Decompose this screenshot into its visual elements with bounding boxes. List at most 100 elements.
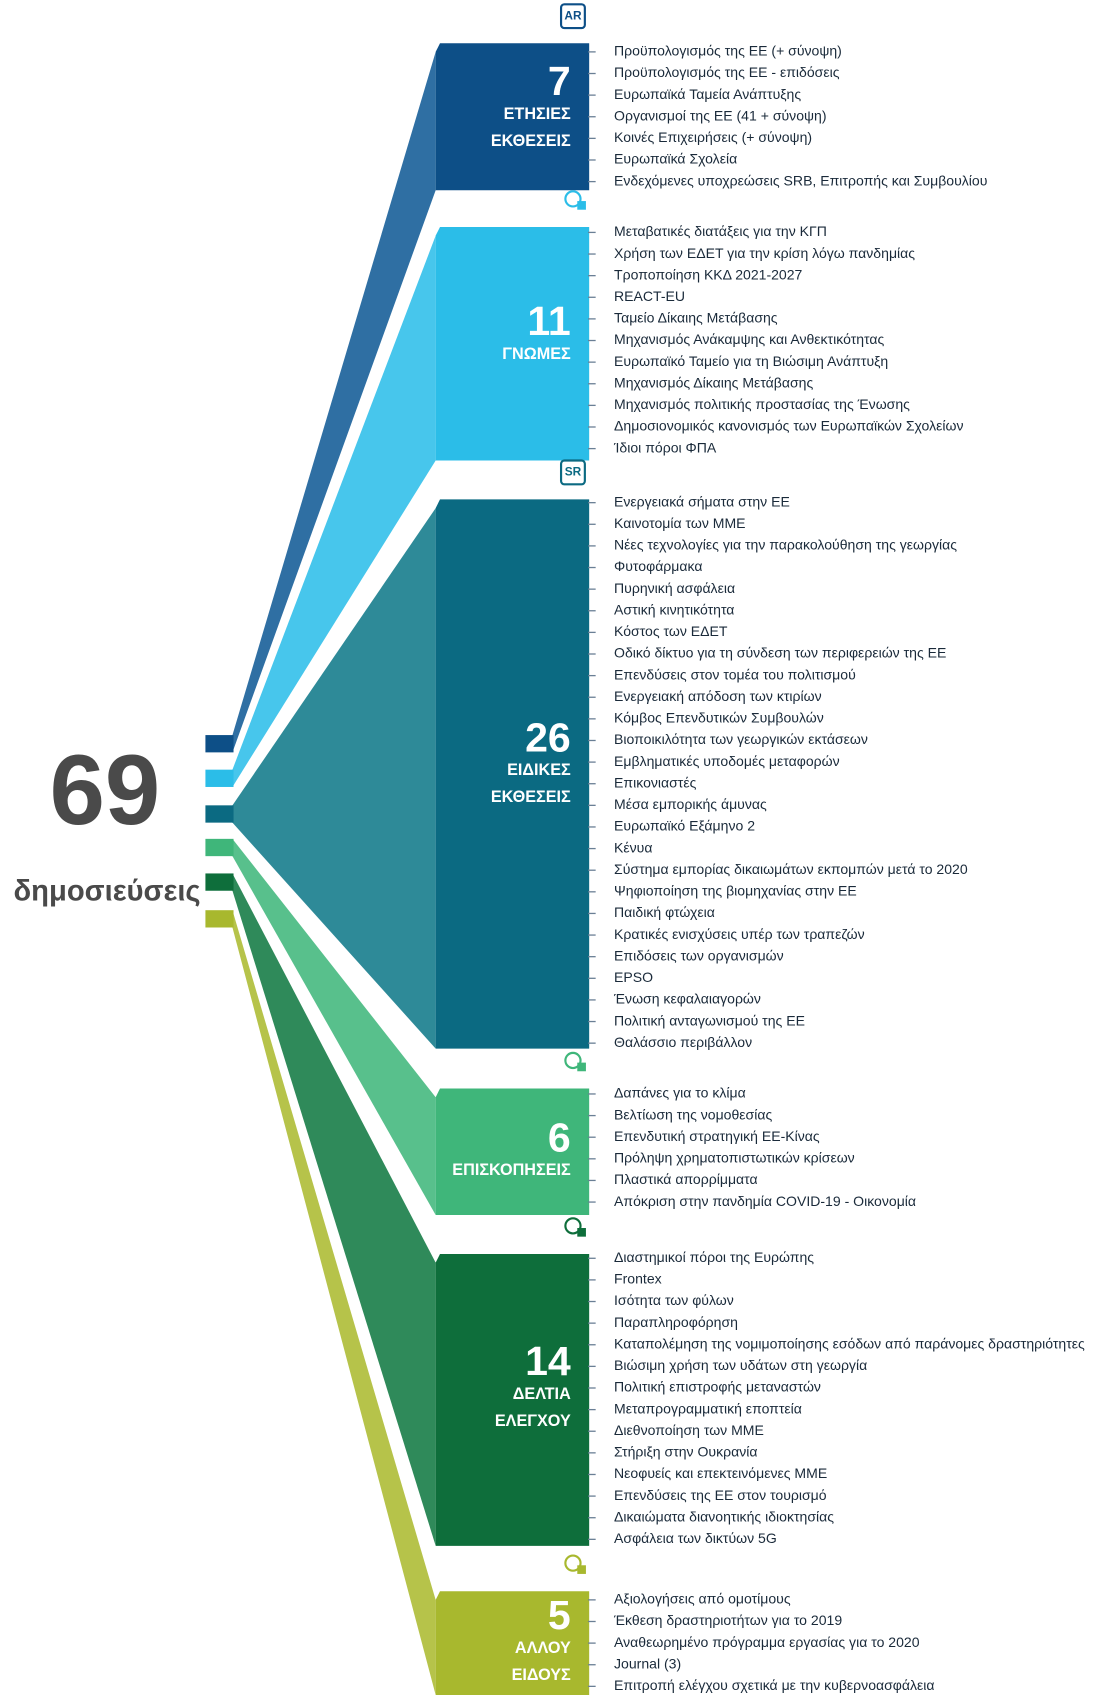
icon-label: SR — [565, 465, 582, 479]
item: Κόμβος Επενδυτικών Συμβουλών — [614, 710, 824, 726]
fans — [232, 51, 436, 1695]
item: Νέες τεχνολογίες για την παρακολούθηση τ… — [614, 537, 957, 553]
group-number: 11 — [527, 298, 570, 344]
item: Journal (3) — [614, 1655, 681, 1671]
item: Ισότητα των φύλων — [614, 1292, 734, 1308]
fan — [232, 508, 436, 1049]
item: Ευρωπαϊκά Ταμεία Ανάπτυξης — [614, 86, 801, 102]
item: Δικαιώματα διανοητικής ιδιοκτησίας — [614, 1508, 834, 1524]
block — [435, 1591, 590, 1695]
item: Επικονιαστές — [614, 774, 697, 790]
item: Απόκριση στην πανδημία COVID-19 - Οικονο… — [614, 1193, 916, 1209]
item: REACT-EU — [614, 288, 685, 304]
icon — [564, 1217, 582, 1235]
icon — [559, 459, 586, 486]
side-bar — [205, 910, 234, 928]
icon — [564, 1051, 582, 1070]
item: Ευρωπαϊκά Σχολεία — [614, 151, 737, 167]
group-label: ΕΚΘΕΣΕΙΣ — [491, 788, 571, 806]
group-number: 7 — [548, 58, 571, 104]
group-label: ΔΕΛΤΙΑ — [513, 1385, 571, 1403]
total-number: 69 — [50, 735, 161, 846]
item: Προϋπολογισμός της ΕΕ (+ σύνοψη) — [614, 43, 842, 59]
group-label: ΕΠΙΣΚΟΠΗΣΕΙΣ — [452, 1161, 571, 1179]
item: Διεθνοποίηση των ΜΜΕ — [614, 1422, 764, 1438]
item: Διαστημικοί πόροι της Ευρώπης — [614, 1249, 814, 1265]
item: Οδικό δίκτυο για τη σύνδεση των περιφερε… — [614, 645, 946, 661]
item: Μεταπρογραμματική εποπτεία — [614, 1400, 802, 1416]
block — [435, 1253, 590, 1546]
item: Πυρηνική ασφάλεια — [614, 580, 735, 596]
item: Τροποποίηση ΚΚΔ 2021-2027 — [614, 266, 803, 282]
group-number: 26 — [525, 714, 571, 760]
item: Ενδεχόμενες υποχρεώσεις SRB, Επιτροπής κ… — [614, 172, 988, 188]
item: Καινοτομία των ΜΜΕ — [614, 515, 746, 531]
group-label: ΕΤΗΣΙΕΣ — [504, 105, 571, 123]
group-number: 5 — [548, 1592, 571, 1638]
fan — [232, 51, 436, 753]
icon — [577, 1062, 586, 1072]
item: Ταμείο Δίκαιης Μετάβασης — [614, 310, 778, 326]
item: Φυτοφάρμακα — [614, 558, 702, 574]
icon-label: AR — [564, 8, 582, 22]
item: Πλαστικά απορρίμματα — [614, 1171, 758, 1187]
item: Στήριξη στην Ουκρανία — [614, 1444, 757, 1460]
fan — [232, 838, 436, 1216]
item: Ασφάλεια των δικτύων 5G — [614, 1530, 777, 1546]
item: Παιδική φτώχεια — [614, 904, 715, 920]
item: Βελτίωση της νομοθεσίας — [614, 1106, 772, 1122]
group-label: ΕΙΔΙΚΕΣ — [507, 761, 571, 779]
item: Κένυα — [614, 839, 652, 855]
icon — [559, 3, 586, 30]
item: Επιδόσεις των οργανισμών — [614, 947, 784, 963]
item: Επενδυτική στρατηγική ΕΕ-Κίνας — [614, 1128, 820, 1144]
item: Μέσα εμπορικής άμυνας — [614, 796, 767, 812]
item: Ενεργειακή απόδοση των κτιρίων — [614, 688, 822, 704]
item: Επενδύσεις της ΕΕ στον τουρισμό — [614, 1487, 827, 1503]
item: Οργανισμοί της ΕΕ (41 + σύνοψη) — [614, 107, 826, 123]
fan — [232, 910, 436, 1695]
item: Χρήση των ΕΔΕΤ για την κρίση λόγω πανδημ… — [614, 245, 915, 261]
block — [435, 499, 590, 1049]
item: Πολιτική επιστροφής μεταναστών — [614, 1379, 821, 1395]
item: Έκθεση δραστηριοτήτων για το 2019 — [613, 1612, 842, 1628]
group-number: 6 — [548, 1114, 571, 1160]
side-bar — [205, 838, 234, 857]
item: Frontex — [614, 1271, 662, 1287]
item: Ένωση κεφαλαιαγορών — [613, 991, 761, 1007]
item: Ψηφιοποίηση της βιομηχανίας στην ΕΕ — [614, 883, 857, 899]
item: Μηχανισμός Ανάκαμψης και Ανθεκτικότητας — [614, 331, 884, 347]
block — [435, 1088, 590, 1216]
item: Νεοφυείς και επεκτεινόμενες ΜΜΕ — [614, 1465, 827, 1481]
side-bar — [205, 769, 234, 787]
icon — [577, 201, 586, 210]
item: Σύστημα εμπορίας δικαιωμάτων εκπομπών με… — [614, 861, 968, 877]
item: Παραπληροφόρηση — [614, 1314, 738, 1330]
item: Πολιτική ανταγωνισμού της ΕΕ — [614, 1012, 805, 1028]
group-label: ΓΝΩΜΕΣ — [502, 345, 571, 363]
item: Μεταβατικές διατάξεις για την ΚΓΠ — [614, 223, 827, 239]
block — [435, 43, 590, 191]
group-label: ΕΚΘΕΣΕΙΣ — [491, 132, 571, 150]
item: Αξιολογήσεις από ομοτίμους — [614, 1591, 791, 1607]
group-label: ΑΛΛΟΥ — [515, 1639, 571, 1657]
item: Ίδιοι πόροι ΦΠΑ — [613, 439, 717, 455]
item: Επιτροπή ελέγχου σχετικά με την κυβερνοα… — [614, 1677, 935, 1693]
fan — [232, 235, 436, 787]
fan — [232, 873, 436, 1546]
icon — [577, 1565, 586, 1574]
item: Πρόληψη χρηματοπιστωτικών κρίσεων — [614, 1150, 855, 1166]
group-number: 14 — [525, 1338, 571, 1384]
item: Αναθεωρημένο πρόγραμμα εργασίας για το 2… — [614, 1634, 920, 1650]
group-label: ΕΙΔΟΥΣ — [512, 1666, 571, 1684]
block — [435, 227, 590, 461]
icon — [564, 190, 582, 208]
item: Βιοποικιλότητα των γεωργικών εκτάσεων — [614, 731, 868, 747]
icon — [564, 1554, 582, 1572]
item: Προϋπολογισμός της ΕΕ - επιδόσεις — [614, 64, 840, 80]
item: Επενδύσεις στον τομέα του πολιτισμού — [614, 666, 856, 682]
item: Αστική κινητικότητα — [614, 601, 734, 617]
item: Καταπολέμηση της νομιμοποίησης εσόδων απ… — [614, 1335, 1085, 1351]
item: Ευρωπαϊκό Ταμείο για τη Βιώσιμη Ανάπτυξη — [614, 353, 888, 369]
